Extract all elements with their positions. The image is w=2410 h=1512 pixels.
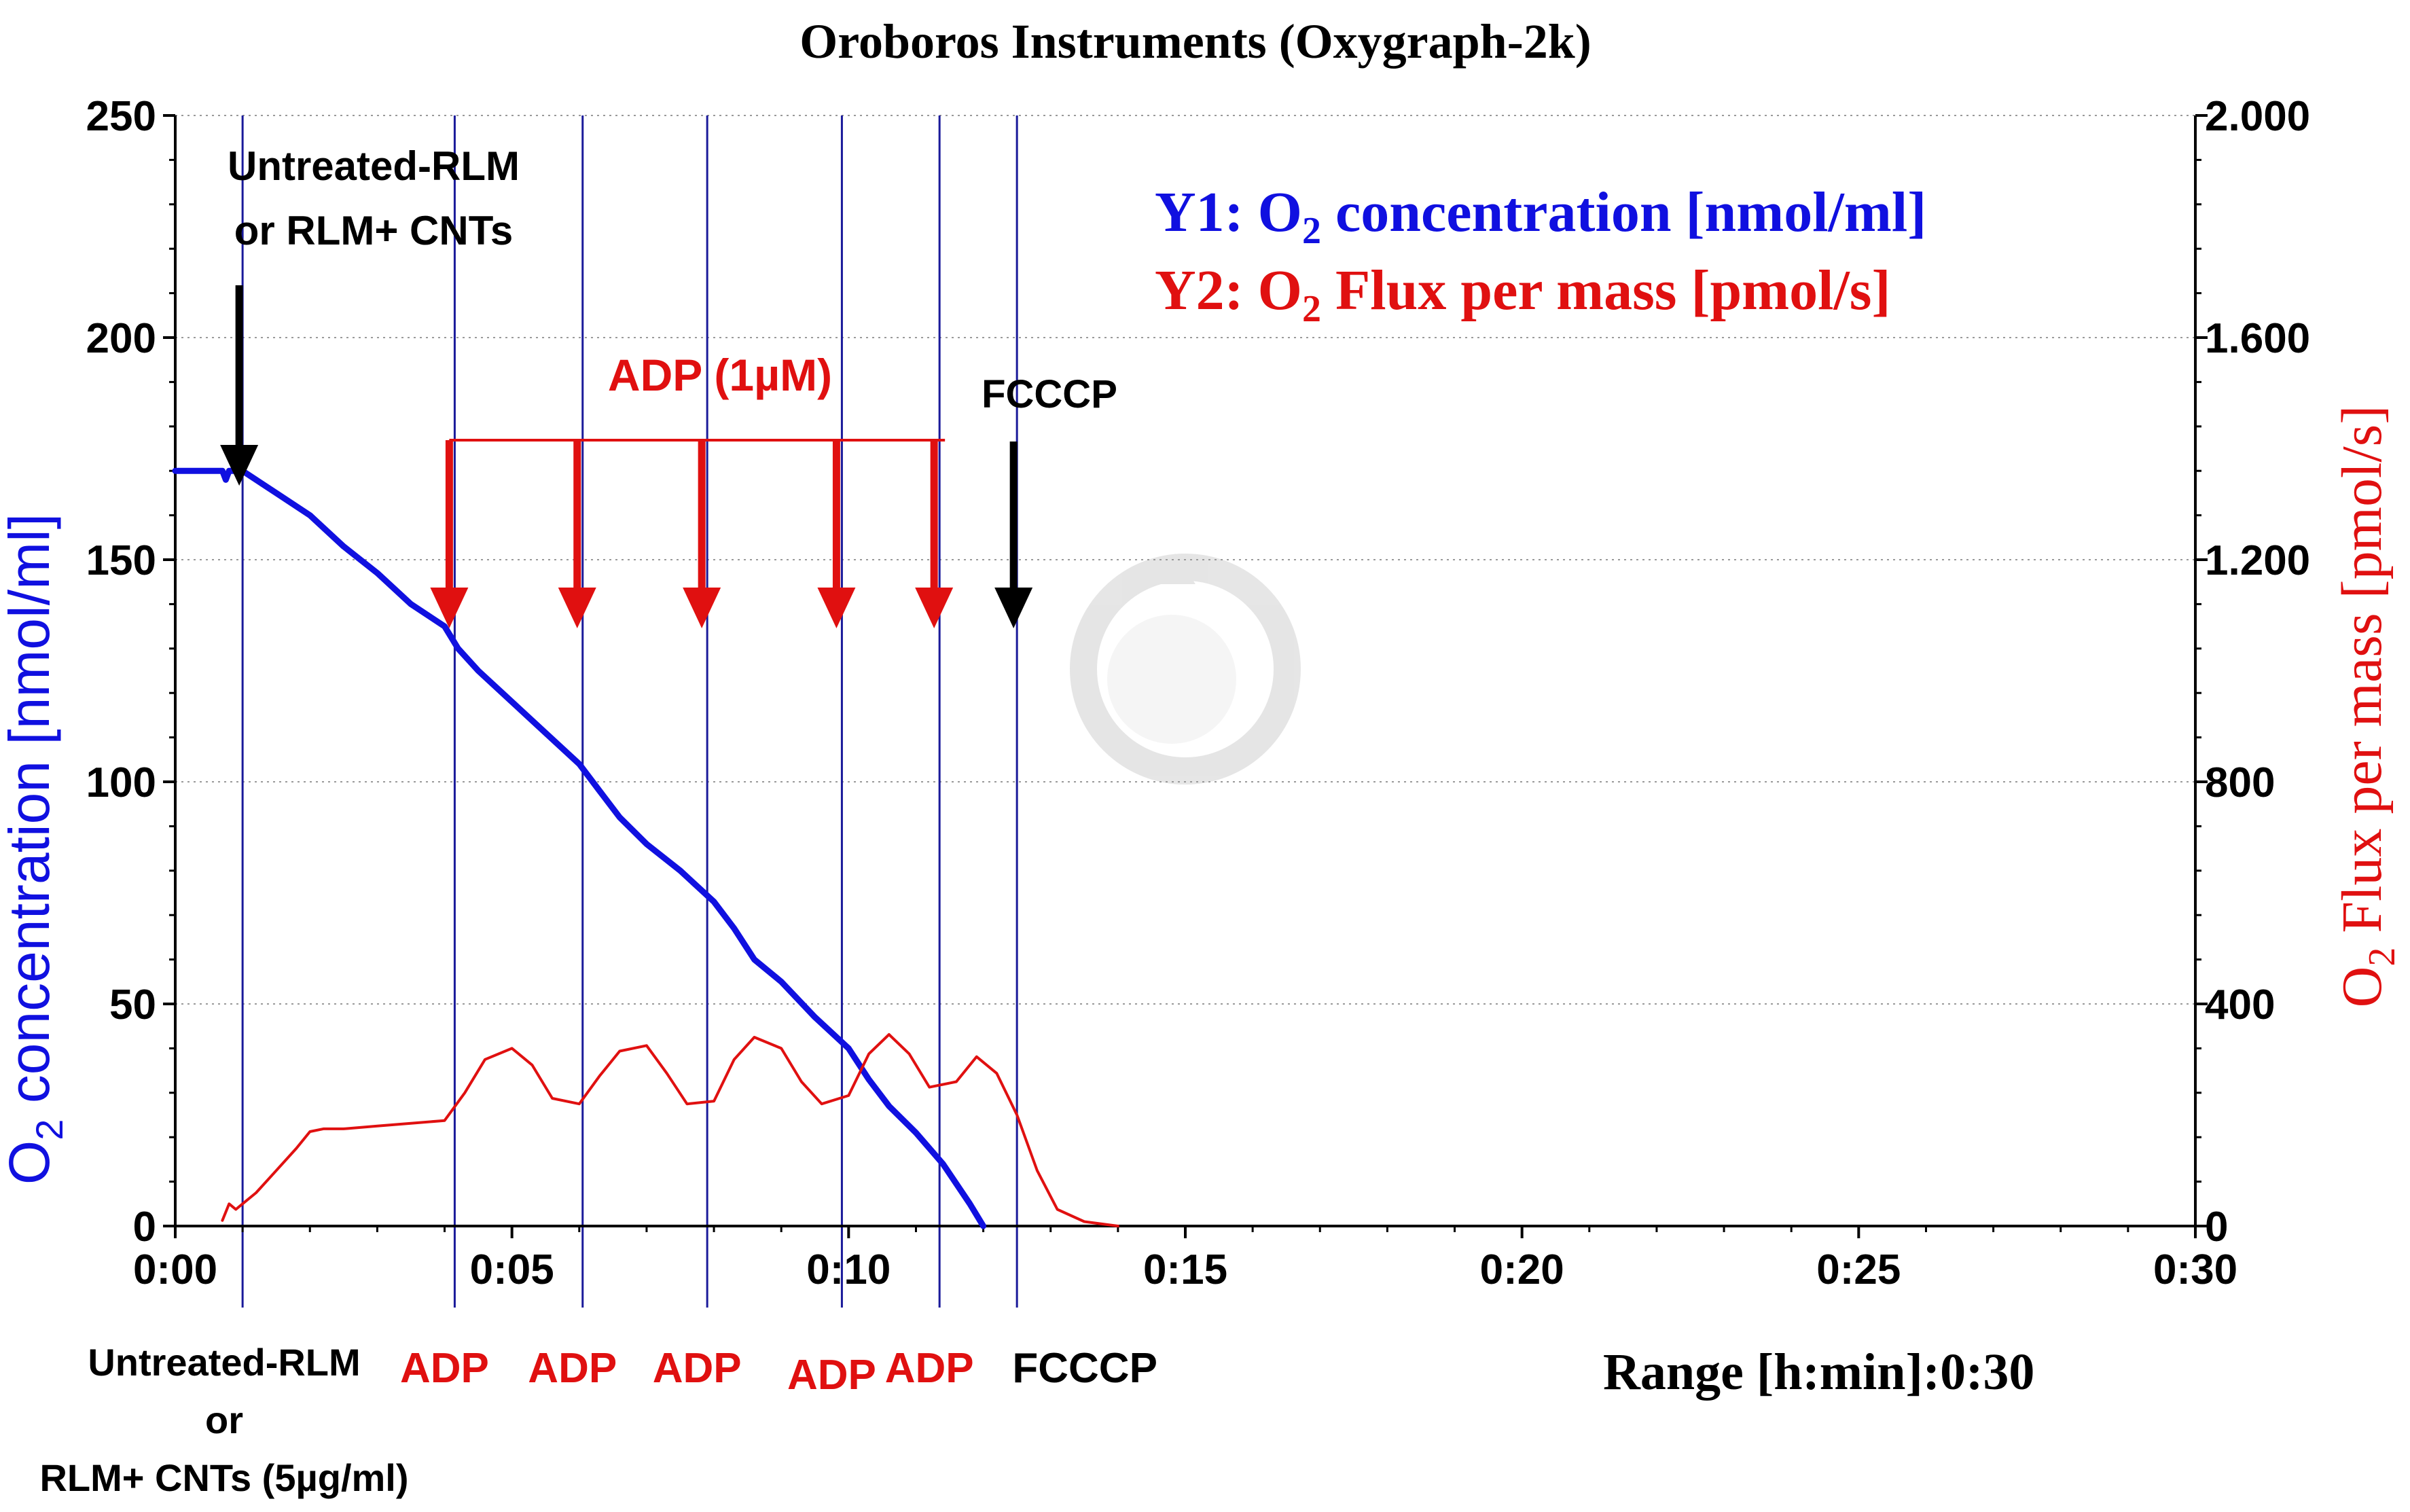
adp-arrow [683,440,721,628]
oroboros-logo [1070,554,1301,785]
y2-tick-label: 1.600 [2205,315,2310,362]
legend-y2: Y2: O2 Flux per mass [pmol/s] [1155,259,1890,330]
adp-arrow [430,440,469,628]
y2-axis-title: O2 Flux per mass [pmol/s] [2331,406,2403,1008]
annotation-fcccp-label: FCCCP [982,372,1117,416]
fcccp-arrow [994,442,1033,628]
o2-flux-line [221,1033,1119,1227]
grid [175,115,2195,1005]
y1-tick-label: 0 [133,1204,156,1250]
bottom-label-adp: ADP [885,1345,974,1392]
bottom-label-adp: ADP [400,1345,489,1392]
y2-tick-label: 400 [2205,982,2275,1028]
adp-arrow-head [430,588,469,628]
first-event-label-line1: Untreated-RLM [88,1341,360,1384]
adp-arrow [915,440,954,628]
y2-tick-label: 2.000 [2205,93,2310,140]
x-tick-label: 0:30 [2153,1246,2237,1293]
adp-arrow-head [558,588,596,628]
y2-tick-label: 800 [2205,759,2275,806]
x-tick-label: 0:05 [470,1246,554,1293]
event-arrows [220,285,1033,628]
adp-arrow-head [683,588,721,628]
first-event-label-line2: or [205,1399,243,1441]
fcccp-arrow-head [994,588,1033,628]
y1-axis-title: O2 concentration [nmol/ml] [0,514,71,1185]
x-range-label: Range [h:min]:0:30 [1603,1344,2034,1401]
y2-tick-label: 0 [2205,1204,2228,1250]
bottom-label-adp: ADP [528,1345,617,1392]
legend-y1: Y1: O2 concentration [nmol/ml] [1155,181,1926,252]
annotation-untreated-line2: or RLM+ CNTs [234,208,514,253]
series [172,467,1119,1229]
x-tick-label: 0:15 [1143,1246,1227,1293]
untreated-arrow-head [220,445,259,486]
adp-arrow-head [817,588,856,628]
adp-arrow-head [915,588,954,628]
axes: 0 50 100 150 200 250 0 400 800 1.200 1.600 2.000 0:0… [86,93,2311,1293]
bottom-event-labels: ADP ADP ADP ADP ADP FCCCP [400,1345,1157,1399]
y1-tick-label: 250 [86,93,156,140]
y2-tick-label: 1.200 [2205,537,2310,584]
bottom-label-fcccp: FCCCP [1012,1345,1157,1392]
x-tick-label: 0:00 [133,1246,217,1293]
bottom-label-adp: ADP [787,1352,876,1399]
x-tick-label: 0:20 [1480,1246,1564,1293]
untreated-arrow [220,285,259,486]
y1-tick-label: 150 [86,537,156,584]
adp-arrow [817,440,856,628]
legend: Y1: O2 concentration [nmol/ml] Y2: O2 Fl… [1155,181,1926,330]
y1-tick-label: 200 [86,315,156,362]
first-event-label-line3: RLM+ CNTs (5µg/ml) [39,1456,408,1499]
adp-arrow [558,440,596,628]
y1-tick-label: 50 [109,982,156,1028]
chart-title: Oroboros Instruments (Oxygraph-2k) [799,14,1591,69]
y1-tick-label: 100 [86,759,156,806]
annotation-adp-bracket-label: ADP (1µM) [608,350,832,400]
annotation-untreated-line1: Untreated-RLM [228,143,520,189]
x-tick-label: 0:10 [806,1246,891,1293]
x-tick-label: 0:25 [1816,1246,1901,1293]
o2-concentration-line [172,467,987,1229]
bottom-label-adp: ADP [653,1345,742,1392]
